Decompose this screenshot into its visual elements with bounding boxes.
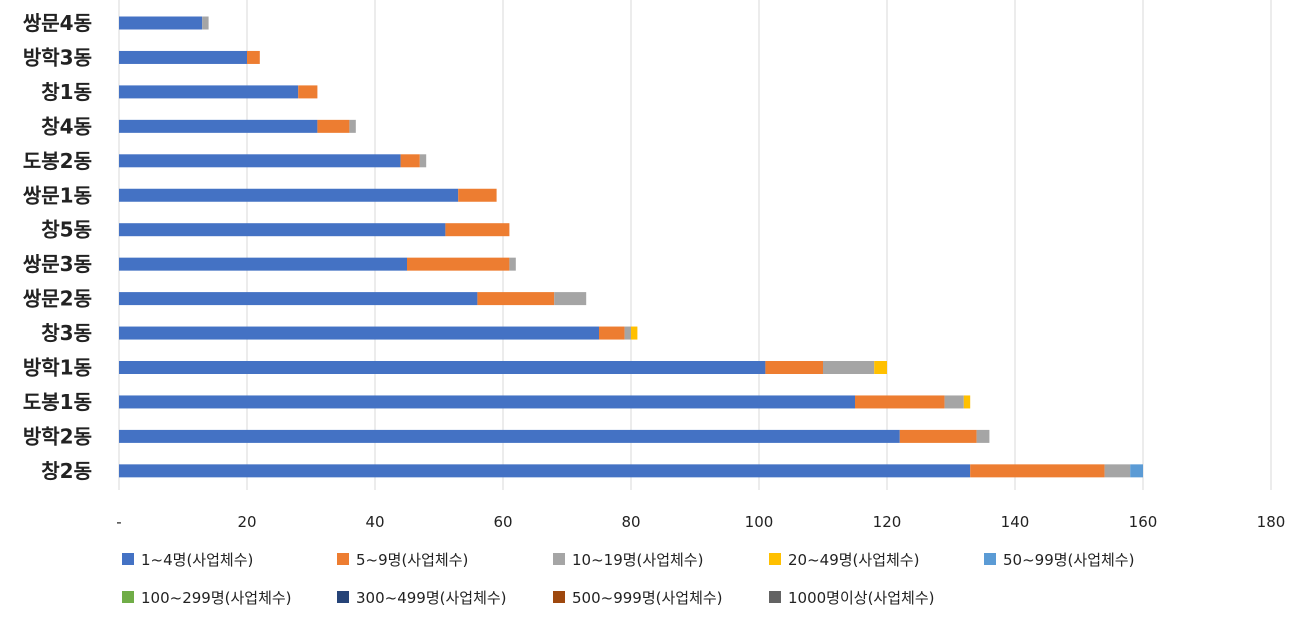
bar-segment bbox=[1104, 464, 1131, 478]
category-label: 도봉1동 bbox=[23, 390, 92, 414]
bar-segment bbox=[119, 429, 900, 443]
bar-segment bbox=[554, 292, 587, 306]
category-label: 창5동 bbox=[41, 218, 92, 242]
bar-segment bbox=[119, 16, 203, 30]
legend-swatch bbox=[769, 553, 781, 565]
category-label: 쌍문4동 bbox=[23, 11, 92, 35]
bar-segment bbox=[119, 326, 599, 340]
category-label: 창3동 bbox=[41, 321, 92, 345]
x-tick-label: 40 bbox=[365, 513, 384, 531]
bar-segment bbox=[445, 223, 510, 237]
x-axis-ticks: - 20 40 60 80 100 120 140 160 180 bbox=[116, 513, 1285, 531]
bar-segment bbox=[298, 85, 318, 99]
bar-segment bbox=[119, 361, 766, 374]
bar-segment bbox=[317, 119, 350, 133]
x-tick-label: 100 bbox=[745, 513, 774, 531]
x-tick-label: 60 bbox=[493, 513, 512, 531]
x-tick-label: 80 bbox=[621, 513, 640, 531]
bar-segment bbox=[765, 361, 823, 374]
legend-swatch bbox=[769, 591, 781, 603]
bar-segment bbox=[119, 50, 247, 64]
bar-segment bbox=[119, 223, 446, 237]
legend-label: 20~49명(사업체수) bbox=[788, 551, 919, 569]
bar-segment bbox=[407, 257, 510, 271]
bar-segment bbox=[970, 464, 1105, 478]
legend-label: 5~9명(사업체수) bbox=[356, 551, 468, 569]
category-label: 방학2동 bbox=[23, 424, 92, 448]
legend-label: 1~4명(사업체수) bbox=[141, 551, 253, 569]
legend-swatch bbox=[122, 553, 134, 565]
bar-segment bbox=[509, 257, 516, 271]
category-label: 도봉2동 bbox=[23, 149, 92, 173]
x-tick-label: - bbox=[116, 513, 121, 531]
legend: 1~4명(사업체수) 5~9명(사업체수) 10~19명(사업체수) 20~49명(사… bbox=[122, 551, 1134, 607]
category-label: 쌍문2동 bbox=[23, 287, 92, 311]
bar-segment bbox=[944, 395, 964, 409]
bar-segment bbox=[119, 188, 459, 202]
bar-segment bbox=[458, 188, 497, 202]
x-tick-label: 20 bbox=[237, 513, 256, 531]
x-tick-label: 140 bbox=[1001, 513, 1030, 531]
legend-label: 500~999명(사업체수) bbox=[572, 589, 723, 607]
category-label: 쌍문1동 bbox=[23, 183, 92, 207]
bar-segment bbox=[119, 85, 299, 99]
legend-swatch bbox=[984, 553, 996, 565]
bar-segment bbox=[1130, 464, 1143, 478]
x-tick-label: 120 bbox=[873, 513, 902, 531]
legend-label: 300~499명(사업체수) bbox=[356, 589, 507, 607]
bar-segment bbox=[899, 429, 977, 443]
bar-segment bbox=[119, 395, 855, 409]
legend-label: 10~19명(사업체수) bbox=[572, 551, 703, 569]
bar-segment bbox=[349, 119, 356, 133]
bar-segment bbox=[119, 464, 971, 478]
x-tick-label: 180 bbox=[1257, 513, 1286, 531]
bar-segment bbox=[823, 361, 875, 374]
bar-segment bbox=[202, 16, 209, 30]
bar-segment bbox=[119, 154, 401, 168]
bar-segment bbox=[599, 326, 625, 340]
legend-label: 1000명이상(사업체수) bbox=[788, 589, 934, 607]
category-labels: 쌍문4동방학3동창1동창4동도봉2동쌍문1동창5동쌍문3동쌍문2동창3동방학1동… bbox=[23, 11, 92, 483]
category-label: 쌍문3동 bbox=[23, 252, 92, 276]
bar-segment bbox=[119, 257, 407, 271]
bar-segment bbox=[963, 395, 971, 409]
category-label: 창4동 bbox=[41, 114, 92, 138]
category-label: 방학1동 bbox=[23, 356, 92, 380]
legend-label: 50~99명(사업체수) bbox=[1003, 551, 1134, 569]
bar-segment bbox=[400, 154, 420, 168]
bar-segment bbox=[631, 326, 638, 340]
legend-swatch bbox=[337, 553, 349, 565]
bar-segment bbox=[976, 429, 990, 443]
x-tick-label: 160 bbox=[1129, 513, 1158, 531]
legend-swatch bbox=[553, 553, 565, 565]
category-label: 창2동 bbox=[41, 459, 92, 483]
bar-segment bbox=[874, 361, 887, 374]
legend-label: 100~299명(사업체수) bbox=[141, 589, 292, 607]
bar-segment bbox=[119, 292, 478, 306]
category-label: 창1동 bbox=[41, 80, 92, 104]
bars bbox=[119, 16, 1143, 478]
bar-segment bbox=[419, 154, 427, 168]
legend-swatch bbox=[553, 591, 565, 603]
bar-segment bbox=[119, 119, 318, 133]
category-label: 방학3동 bbox=[23, 45, 92, 69]
bar-segment bbox=[247, 50, 260, 64]
bar-segment bbox=[855, 395, 945, 409]
gridlines bbox=[118, 0, 1272, 490]
legend-swatch bbox=[122, 591, 134, 603]
bar-segment bbox=[477, 292, 555, 306]
bar-segment bbox=[624, 326, 631, 340]
legend-swatch bbox=[337, 591, 349, 603]
